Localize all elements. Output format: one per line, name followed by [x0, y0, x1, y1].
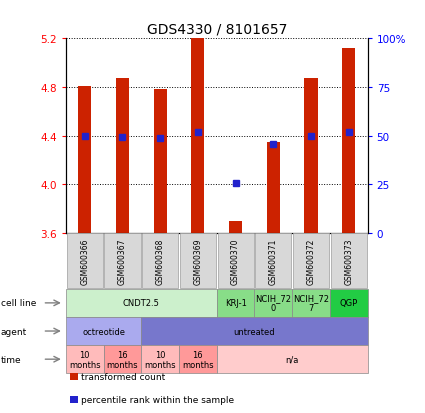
Text: 10
months: 10 months: [144, 350, 176, 369]
Text: n/a: n/a: [286, 355, 299, 364]
Text: GSM600367: GSM600367: [118, 238, 127, 285]
Text: GSM600368: GSM600368: [156, 238, 164, 285]
Text: GSM600369: GSM600369: [193, 238, 202, 285]
Bar: [304, 79, 317, 233]
Bar: [229, 221, 242, 233]
FancyBboxPatch shape: [255, 234, 292, 289]
Text: 10
months: 10 months: [69, 350, 101, 369]
Text: GSM600370: GSM600370: [231, 238, 240, 285]
Text: CNDT2.5: CNDT2.5: [123, 299, 160, 308]
FancyBboxPatch shape: [67, 234, 103, 289]
Text: GSM600373: GSM600373: [344, 238, 353, 285]
Text: agent: agent: [1, 327, 27, 336]
FancyBboxPatch shape: [142, 234, 178, 289]
FancyBboxPatch shape: [293, 234, 329, 289]
Bar: [78, 87, 91, 233]
Bar: [191, 39, 204, 233]
Bar: [342, 49, 355, 233]
Text: GSM600372: GSM600372: [306, 238, 315, 285]
Bar: [267, 142, 280, 233]
Bar: [116, 79, 129, 233]
Text: NCIH_72
0: NCIH_72 0: [255, 294, 291, 313]
Text: octreotide: octreotide: [82, 327, 125, 336]
Text: 16
months: 16 months: [182, 350, 214, 369]
Text: transformed count: transformed count: [81, 372, 165, 381]
Text: QGP: QGP: [340, 299, 358, 308]
Text: 16
months: 16 months: [107, 350, 138, 369]
FancyBboxPatch shape: [218, 234, 254, 289]
Text: time: time: [1, 355, 22, 364]
FancyBboxPatch shape: [105, 234, 141, 289]
Text: GSM600366: GSM600366: [80, 238, 89, 285]
Text: percentile rank within the sample: percentile rank within the sample: [81, 395, 234, 404]
Text: cell line: cell line: [1, 299, 36, 308]
Text: GSM600371: GSM600371: [269, 238, 278, 285]
Text: untreated: untreated: [234, 327, 275, 336]
Text: NCIH_72
7: NCIH_72 7: [293, 294, 329, 313]
Bar: [153, 90, 167, 233]
FancyBboxPatch shape: [180, 234, 216, 289]
Text: KRJ-1: KRJ-1: [225, 299, 246, 308]
FancyBboxPatch shape: [331, 234, 367, 289]
Title: GDS4330 / 8101657: GDS4330 / 8101657: [147, 23, 287, 37]
